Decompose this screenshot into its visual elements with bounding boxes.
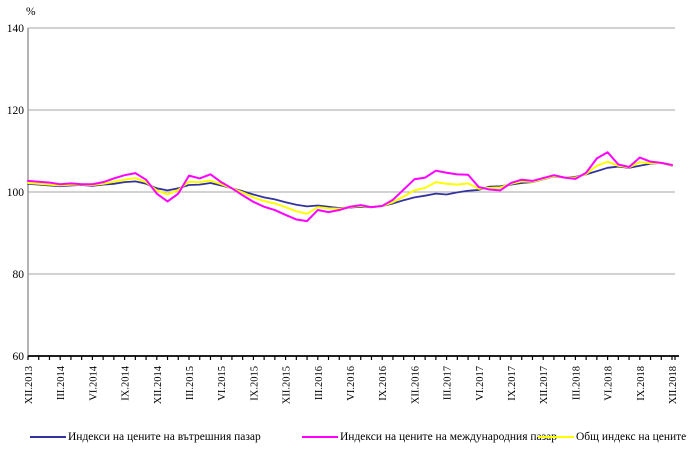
x-tick-label: XII.2016 — [410, 366, 421, 404]
y-tick-label-120: 120 — [7, 105, 25, 117]
international-line-swatch — [302, 436, 338, 438]
legend-label-international: Индекси на цените на международния пазар — [340, 431, 558, 443]
x-tick-label: III.2018 — [571, 366, 582, 400]
x-tick-label: XII.2015 — [282, 366, 293, 404]
x-tick-label: XII.2013 — [24, 366, 35, 404]
y-tick-label-100: 100 — [7, 187, 25, 199]
y-tick-label-140: 140 — [7, 23, 25, 35]
y-tick-label-80: 80 — [13, 269, 25, 281]
legend-label-domestic: Индекси на цените на вътрешния пазар — [68, 431, 261, 443]
x-tick-label: IX.2017 — [507, 366, 518, 401]
legend-label-total: Общ индекс на цените — [576, 431, 687, 443]
legend-item-domestic: Индекси на цените на вътрешния пазар — [30, 431, 261, 443]
y-axis-unit-label: % — [26, 6, 36, 18]
x-tick-label: VI.2016 — [346, 366, 357, 401]
x-tick-label: IX.2015 — [249, 366, 260, 401]
x-tick-label: VI.2014 — [88, 365, 99, 400]
x-tick-label: III.2017 — [443, 366, 454, 400]
total-line-swatch — [538, 436, 574, 438]
x-tick-label: IX.2016 — [378, 366, 389, 401]
x-tick-label: III.2015 — [185, 366, 196, 400]
legend-item-total: Общ индекс на цените — [538, 431, 686, 443]
domestic-price-line — [27, 161, 673, 209]
domestic-line-swatch — [30, 436, 66, 438]
x-tick-label: IX.2014 — [121, 365, 132, 400]
x-tick-label: III.2016 — [314, 366, 325, 400]
x-tick-label: IX.2018 — [636, 366, 647, 401]
x-tick-label: VI.2018 — [604, 366, 615, 401]
line-chart-canvas: 60 80 100 120 140% XII.2013 III.2014 VI.2014 IX.… — [7, 6, 679, 404]
x-tick-label: III.2014 — [56, 365, 67, 400]
x-tick-label: VI.2017 — [475, 366, 486, 401]
x-tick-label: XII.2018 — [668, 366, 679, 404]
legend-item-international: Индекси на цените на международния пазар — [302, 431, 557, 443]
total-price-line — [27, 151, 673, 223]
x-tick-label: XII.2017 — [539, 366, 550, 404]
y-tick-label-60: 60 — [13, 351, 25, 363]
x-tick-label: VI.2015 — [217, 366, 228, 401]
x-tick-label: XII.2014 — [153, 365, 164, 404]
chart-legend: Индекси на цените на вътрешния пазар Инд… — [0, 429, 689, 451]
